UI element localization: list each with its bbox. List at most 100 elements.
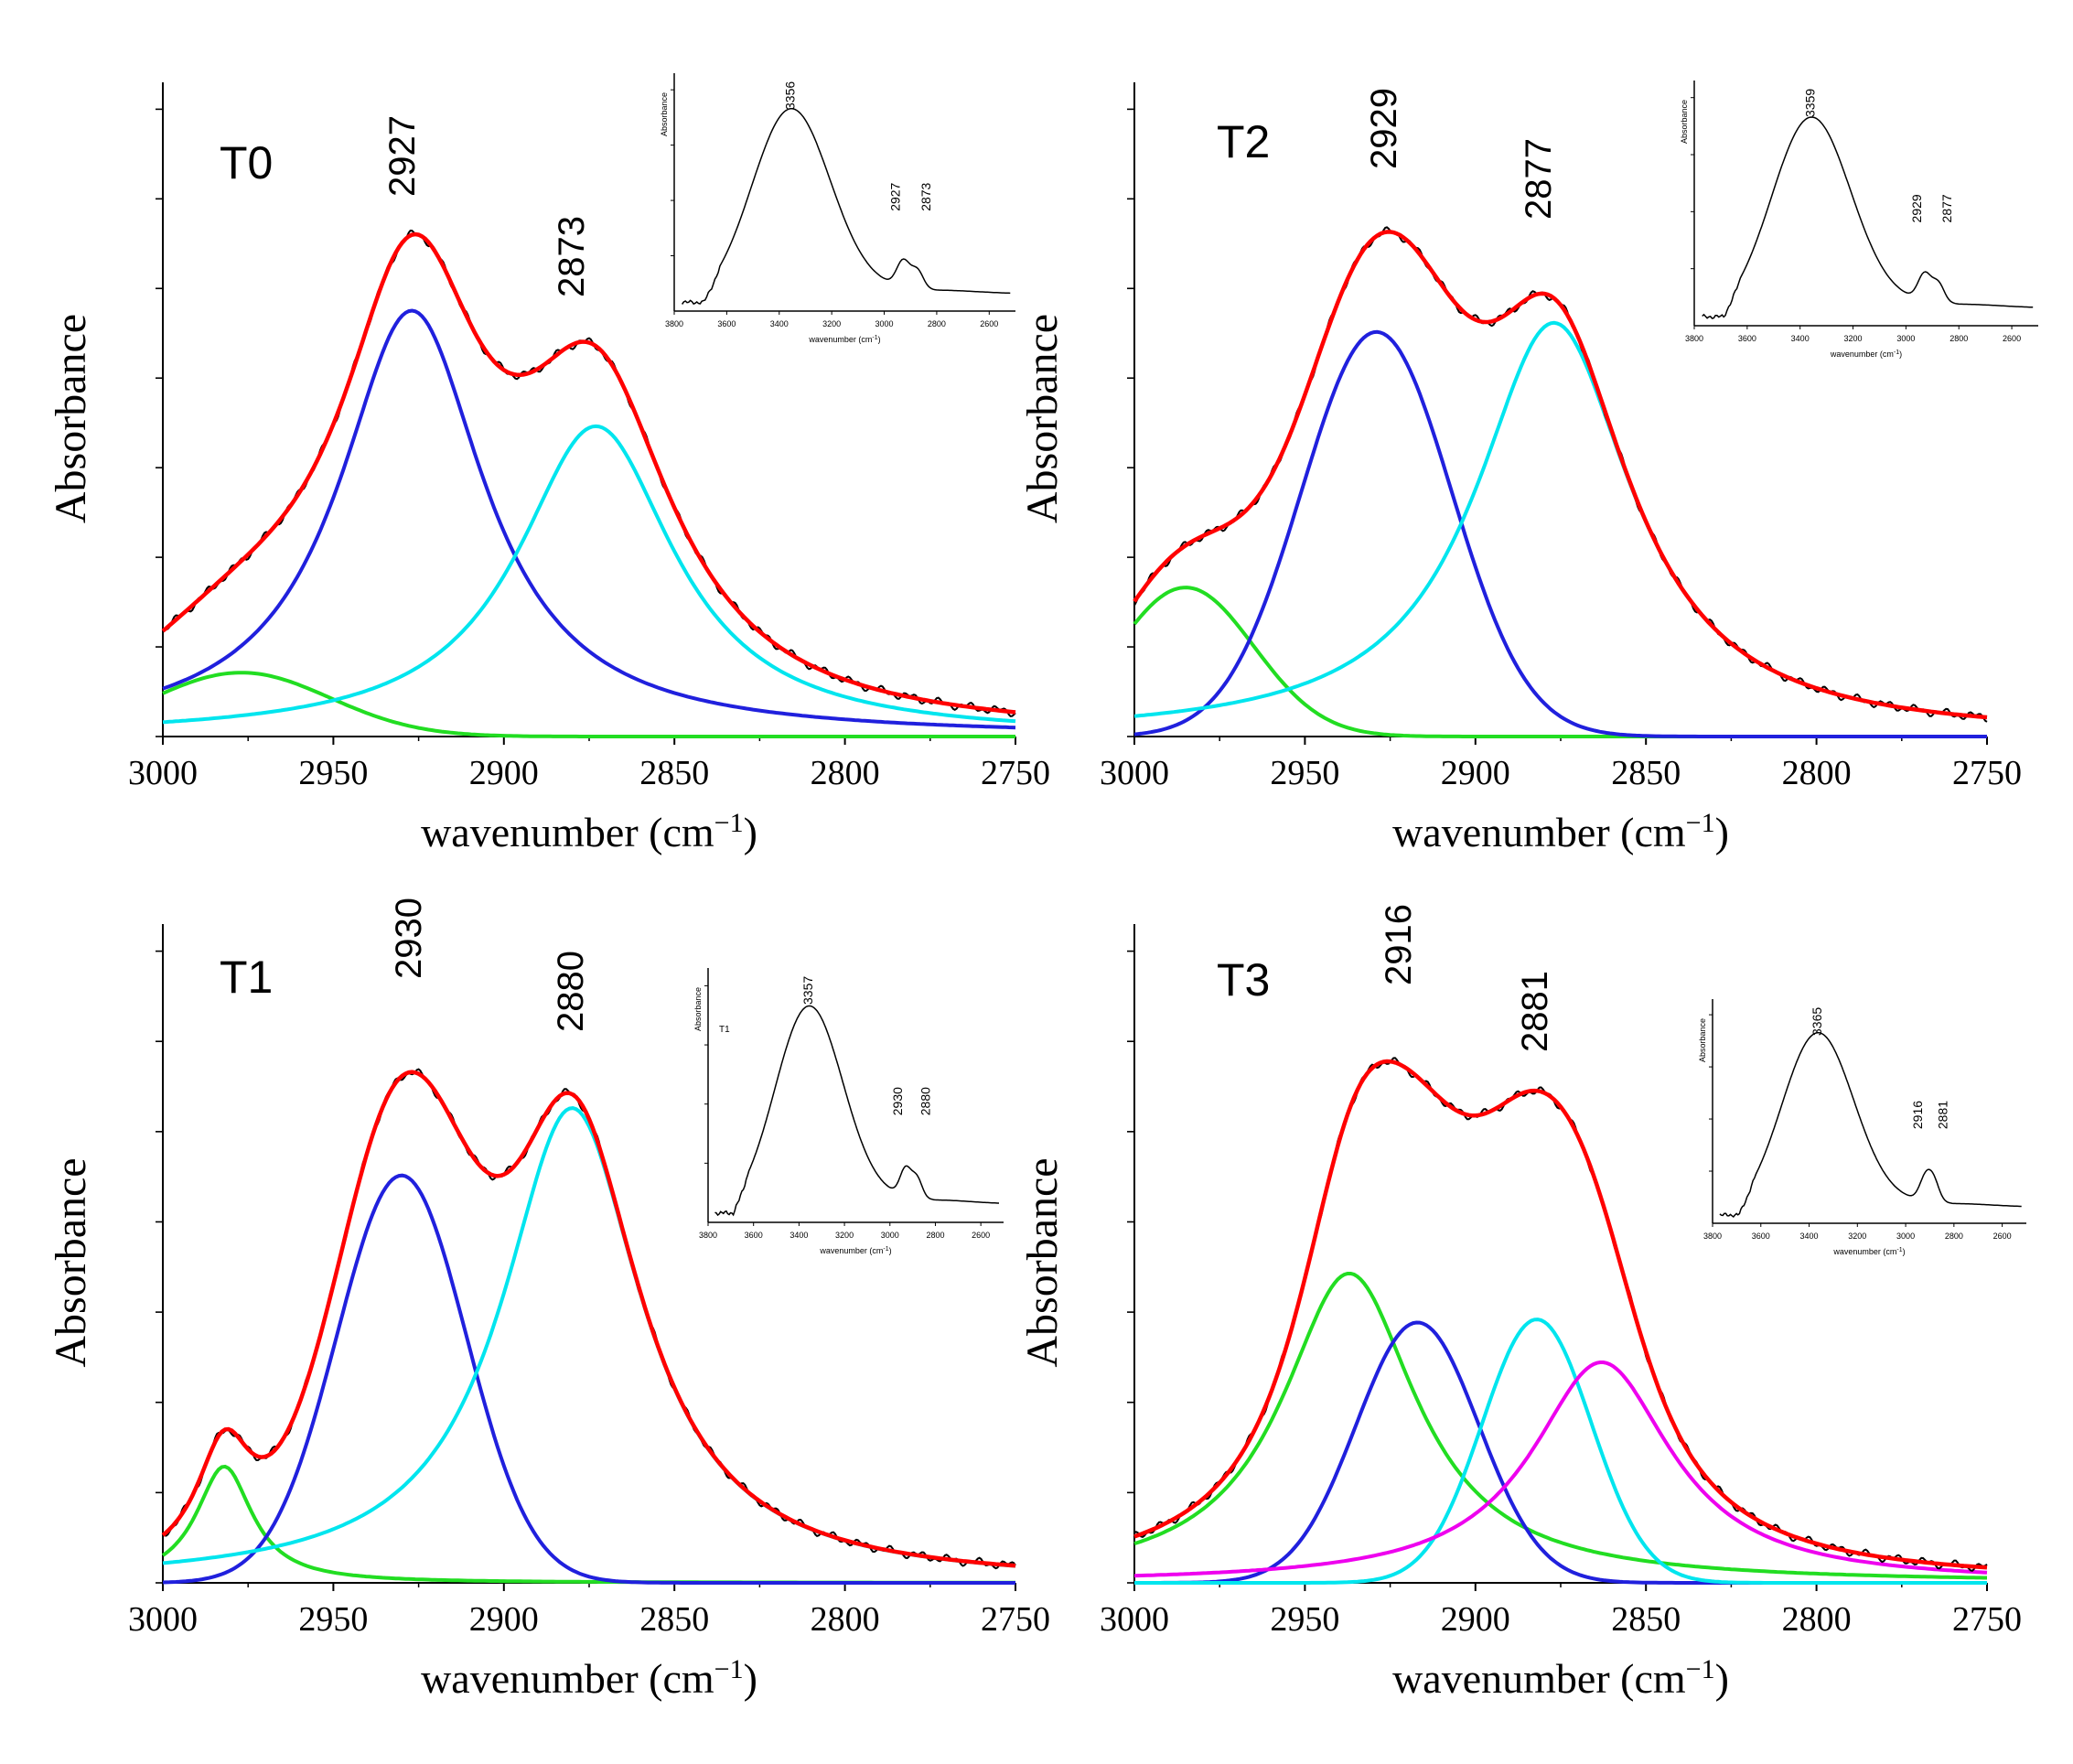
x-tick-label: 2900 — [1441, 754, 1510, 792]
inset-peak-label: 3357 — [800, 976, 815, 1005]
inset-peak-label: 2929 — [1909, 194, 1924, 222]
component-cyan — [162, 1106, 1016, 1568]
inset-x-tick-label: 3400 — [1800, 1232, 1819, 1241]
panel-T0: 3000 2950 2900 2850 2800 2750 Absorbance wavenu… — [47, 73, 1050, 855]
x-tick-label: 2750 — [1952, 1600, 2022, 1639]
x-axis-label: wavenumber (cm−1) — [1392, 1654, 1729, 1703]
x-axis-label-close: ) — [744, 809, 757, 855]
x-axis-label-main: wavenumber (cm — [421, 1655, 714, 1702]
x-tick-label: 2850 — [639, 754, 709, 792]
x-tick-label: 3000 — [1100, 1600, 1169, 1639]
component-green — [162, 671, 1015, 738]
inset-T1: 3800 3600 3400 3200 3000 2800 2600 wavenumber (… — [693, 968, 1004, 1255]
inset-x-tick-label: 3000 — [881, 1231, 899, 1240]
inset-x-tick-label: 2800 — [1945, 1232, 1963, 1241]
raw-spectrum — [162, 229, 1016, 717]
x-tick-label: 2750 — [1952, 754, 2022, 792]
fit-envelope — [1133, 230, 1988, 720]
inset-x-tick-label: 2800 — [1949, 334, 1968, 343]
x-axis-label-main: wavenumber (cm — [1392, 809, 1686, 855]
peak-label: 2873 — [552, 216, 592, 297]
x-tick-label: 3000 — [1100, 754, 1169, 792]
inset-x-axis-label-main: wavenumber (cm — [1832, 1247, 1896, 1256]
x-axis-label-close: ) — [1715, 809, 1729, 855]
x-tick-label: 2950 — [1270, 754, 1339, 792]
inset-peak-label: 2881 — [1935, 1101, 1949, 1129]
component-blue — [1133, 329, 1987, 738]
x-tick-label: 2800 — [1782, 754, 1852, 792]
inset-x-axis-label-main: wavenumber (cm — [808, 335, 872, 344]
fit-envelope — [1133, 1059, 1988, 1570]
inset-T2: 3800 3600 3400 3200 3000 2800 2600 wavenumber (… — [1680, 81, 2038, 359]
component-green — [1133, 1272, 1987, 1580]
raw-spectrum — [1133, 226, 1988, 723]
inset-x-tick-label: 3200 — [835, 1231, 854, 1240]
inset-peak-label: 3359 — [1803, 89, 1818, 117]
panel-T2: 3000 2950 2900 2850 2800 2750 Absorbance wavenu… — [1018, 81, 2038, 855]
peak-label: 2929 — [1364, 88, 1404, 169]
component-blue — [162, 308, 1016, 730]
x-axis-label-close: ) — [1715, 1655, 1729, 1702]
peak-label: 2916 — [1379, 904, 1419, 985]
inset-peak-label: 2930 — [890, 1087, 905, 1115]
x-tick-label: 2850 — [639, 1600, 709, 1639]
peak-label: 2881 — [1515, 971, 1555, 1052]
panel-title: T2 — [1217, 116, 1270, 167]
inset-x-axis-label-close: ) — [1903, 1247, 1906, 1256]
inset-spectrum — [1719, 1031, 2022, 1219]
peak-label: 2927 — [382, 115, 423, 197]
inset-x-axis-label-sup: -1 — [1894, 350, 1899, 356]
x-tick-label: 2850 — [1611, 1600, 1681, 1639]
x-tick-label: 2850 — [1611, 754, 1681, 792]
inset-spectrum — [681, 107, 1011, 306]
raw-spectrum — [162, 1068, 1016, 1570]
inset-x-tick-label: 3600 — [1738, 334, 1756, 343]
y-axis-label: Absorbance — [47, 314, 95, 523]
inset-y-axis-label: Absorbance — [1698, 1018, 1707, 1062]
inset-x-axis-label-sup: -1 — [872, 335, 877, 341]
x-tick-label: 2950 — [298, 754, 368, 792]
inset-x-tick-label: 3800 — [1685, 334, 1703, 343]
x-tick-label: 2950 — [298, 1600, 368, 1639]
x-axis-label-sup: −1 — [1686, 1654, 1715, 1684]
inset-peak-label: 2873 — [918, 182, 933, 210]
inset-T3: 3800 3600 3400 3200 3000 2800 2600 wavenumber (… — [1698, 999, 2026, 1256]
x-tick-label: 3000 — [128, 754, 198, 792]
inset-peak-label: 3365 — [1810, 1007, 1824, 1036]
component-cyan — [162, 424, 1016, 725]
peak-label: 2930 — [389, 898, 429, 979]
raw-spectrum — [1133, 1057, 1988, 1572]
inset-x-tick-label: 2600 — [2003, 334, 2021, 343]
inset-x-tick-label: 2800 — [926, 1231, 944, 1240]
inset-peak-label: 2927 — [887, 182, 902, 210]
inset-y-axis-label: Absorbance — [1680, 100, 1689, 144]
x-tick-label: 2900 — [1441, 1600, 1510, 1639]
inset-x-tick-label: 3400 — [1791, 334, 1810, 343]
inset-x-tick-label: 3800 — [699, 1231, 717, 1240]
panel-T3: 3000 2950 2900 2850 2800 2750 Absorbance wavenu… — [1018, 904, 2026, 1702]
x-axis-label-close: ) — [744, 1655, 757, 1702]
x-tick-label: 2750 — [981, 1600, 1050, 1639]
component-blue — [162, 1173, 1015, 1585]
x-axis-label-main: wavenumber (cm — [421, 809, 714, 855]
inset-x-axis-label-sup: -1 — [883, 1246, 888, 1253]
x-tick-label: 3000 — [128, 1600, 198, 1639]
component-cyan — [1134, 1318, 1987, 1585]
panel-title: T0 — [220, 137, 273, 188]
x-axis-label-sup: −1 — [1686, 808, 1715, 838]
inset-x-axis-label-close: ) — [889, 1246, 892, 1255]
inset-peak-label: 2916 — [1910, 1101, 1925, 1129]
panel-T1: 3000 2950 2900 2850 2800 2750 Absorbance wavenu… — [47, 898, 1050, 1702]
inset-x-axis-label-sup: -1 — [1896, 1247, 1902, 1253]
x-tick-label: 2800 — [811, 1600, 880, 1639]
y-axis-label: Absorbance — [1018, 1157, 1067, 1367]
panel-title: T3 — [1217, 954, 1270, 1006]
fit-envelope — [161, 231, 1016, 715]
x-axis-label: wavenumber (cm−1) — [421, 808, 757, 856]
x-tick-label: 2950 — [1270, 1600, 1339, 1639]
inset-x-tick-label: 3600 — [745, 1231, 763, 1240]
inset-x-axis-label: wavenumber (cm-1) — [1832, 1247, 1905, 1257]
x-axis-label-main: wavenumber (cm — [1392, 1655, 1686, 1702]
inset-y-axis-label: Absorbance — [693, 987, 703, 1031]
